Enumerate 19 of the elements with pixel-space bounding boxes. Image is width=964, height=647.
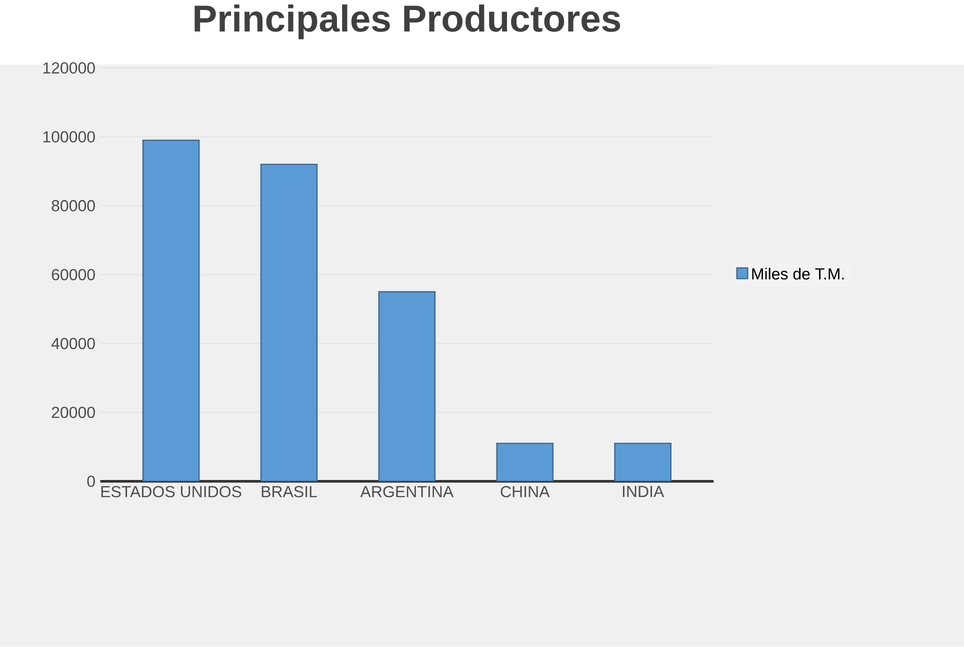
- bar: [378, 291, 436, 482]
- y-tick-label: 0: [87, 476, 95, 488]
- bar: [260, 164, 318, 482]
- y-tick-label: 80000: [52, 200, 95, 212]
- x-tick-label: BRASIL: [262, 486, 317, 498]
- legend-label: Miles de T.M.: [752, 268, 844, 280]
- x-tick-label: ARGENTINA: [360, 486, 454, 498]
- x-tick-label: ESTADOS UNIDOS: [101, 486, 242, 498]
- y-tick-label: 40000: [51, 338, 95, 350]
- y-tick-label: 100000: [43, 131, 95, 143]
- chart-title: Principales Productores: [194, 4, 620, 40]
- y-tick-label: 20000: [52, 406, 95, 418]
- bar: [496, 442, 554, 482]
- bar: [142, 140, 200, 482]
- x-tick-label: CHINA: [500, 486, 550, 498]
- bar: [614, 442, 672, 482]
- y-tick-label: 120000: [43, 62, 95, 74]
- y-tick-label: 60000: [52, 269, 95, 280]
- x-tick-label: INDIA: [622, 486, 664, 498]
